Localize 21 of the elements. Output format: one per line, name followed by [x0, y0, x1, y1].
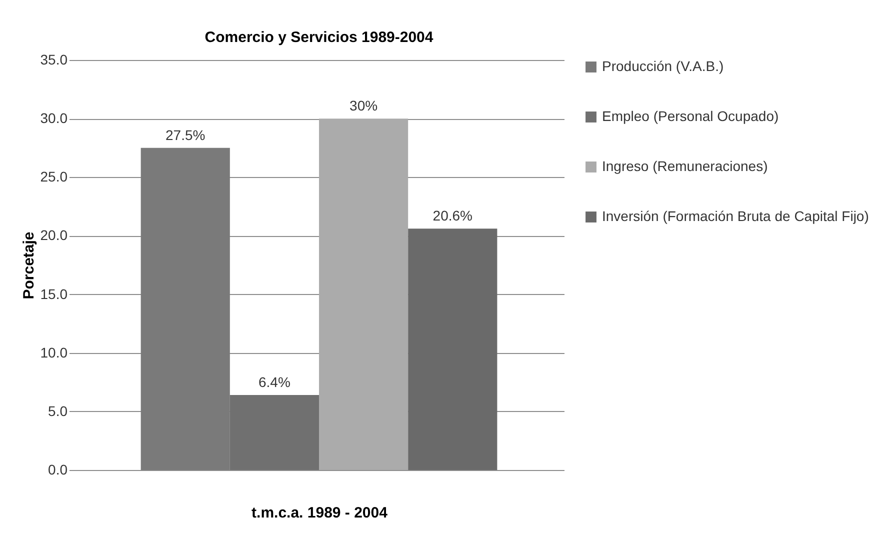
y-tick-label: 10.0 [40, 344, 68, 360]
x-axis-title: t.m.c.a. 1989 - 2004 [252, 504, 388, 522]
data-label: 27.5% [166, 126, 206, 143]
y-tick-label: 25.0 [40, 168, 68, 185]
chart-title: Comercio y Servicios 1989-2004 [204, 29, 434, 46]
y-tick-label: 0.0 [48, 462, 68, 478]
bar [319, 118, 408, 470]
bar [408, 228, 498, 470]
data-label: 30% [350, 98, 378, 114]
legend-label: Ingreso (Remuneraciones) [602, 158, 768, 174]
y-tick-label: 5.0 [48, 402, 68, 419]
legend-label: Empleo (Personal Ocupado) [602, 108, 779, 124]
y-axis-title: Porcetaje [20, 232, 38, 300]
data-label: 6.4% [258, 374, 290, 390]
data-label: 20.6% [432, 208, 472, 224]
y-tick-label: 15.0 [40, 286, 68, 302]
legend-label: Producción (V.A.B.) [602, 58, 724, 74]
legend-label: Inversión (Formación Bruta de Capital Fijo) [602, 208, 869, 224]
y-tick-label: 20.0 [40, 227, 68, 244]
y-tick-label: 35.0 [40, 52, 68, 68]
y-tick-label: 30.0 [40, 110, 68, 126]
